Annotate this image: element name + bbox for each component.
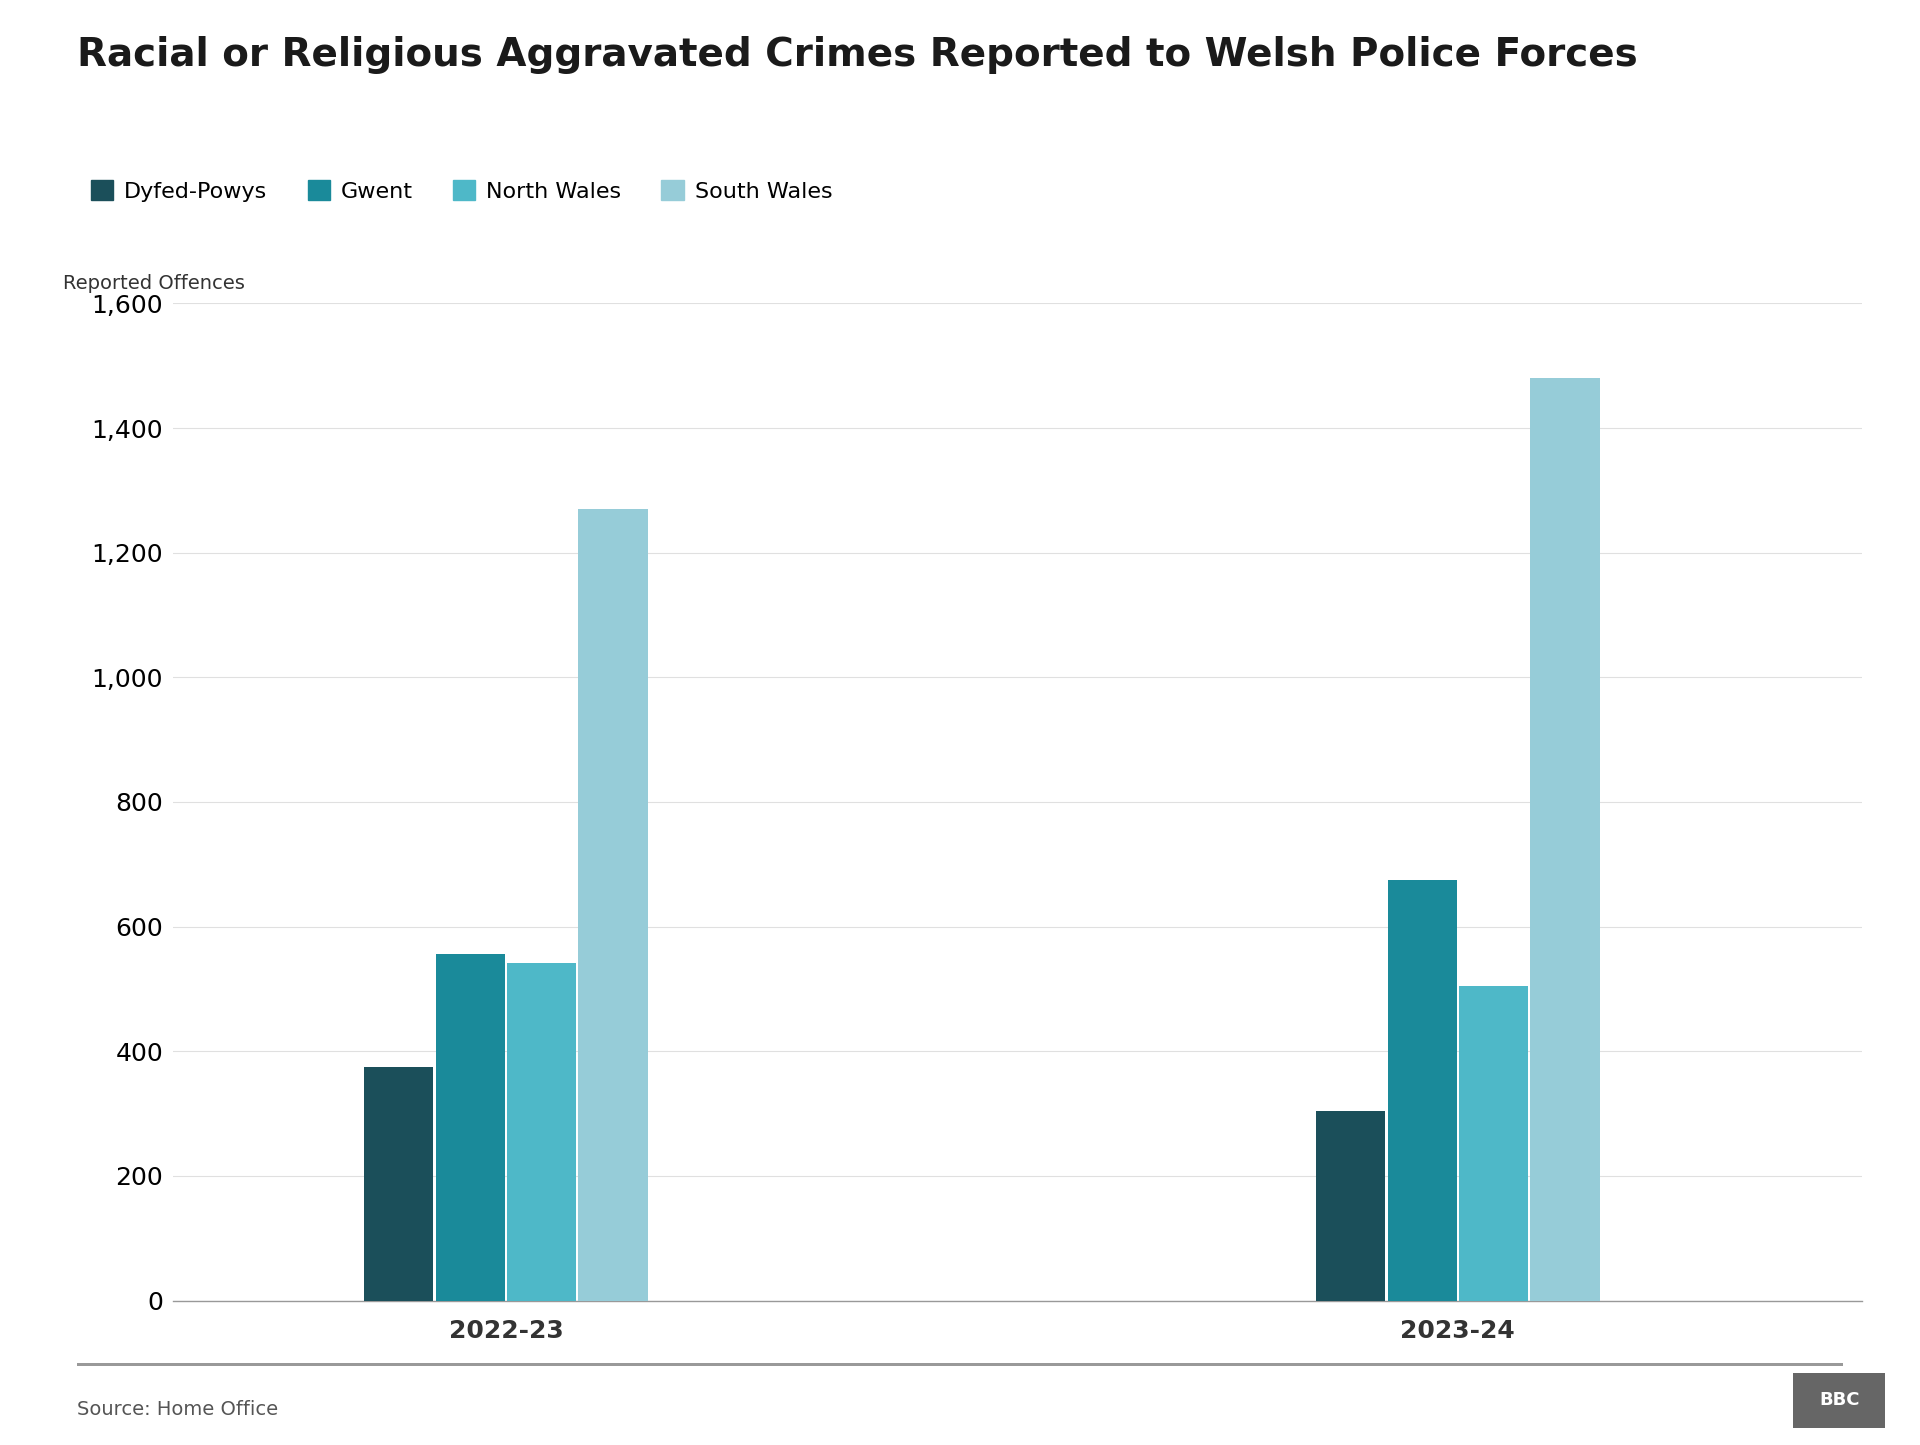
Text: Reported Offences: Reported Offences	[63, 275, 246, 293]
Text: Racial or Religious Aggravated Crimes Reported to Welsh Police Forces: Racial or Religious Aggravated Crimes Re…	[77, 36, 1638, 74]
Bar	[1459, 987, 1528, 1300]
Text: BBC: BBC	[1818, 1392, 1860, 1409]
Bar	[436, 954, 505, 1300]
Legend: Dyfed-Powys, Gwent, North Wales, South Wales: Dyfed-Powys, Gwent, North Wales, South W…	[90, 181, 831, 201]
Bar	[365, 1066, 434, 1301]
Bar	[578, 509, 647, 1300]
Bar	[1315, 1111, 1386, 1300]
Bar	[1388, 880, 1457, 1300]
Text: Source: Home Office: Source: Home Office	[77, 1400, 278, 1419]
Bar	[507, 964, 576, 1300]
Bar	[1530, 377, 1599, 1300]
